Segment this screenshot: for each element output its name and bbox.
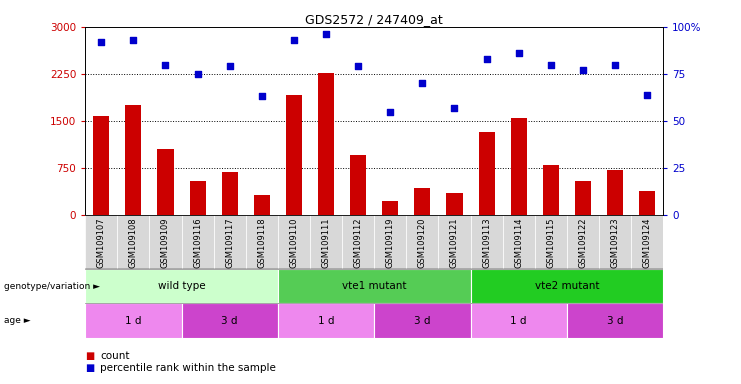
Bar	[182, 303, 278, 338]
Point	[481, 56, 493, 62]
Bar	[222, 172, 238, 215]
Bar	[446, 193, 462, 215]
Point	[385, 108, 396, 114]
Point	[641, 91, 653, 98]
Bar	[575, 180, 591, 215]
Point	[159, 61, 171, 68]
Bar	[85, 215, 117, 269]
Bar	[182, 215, 213, 269]
Bar	[213, 215, 246, 269]
Text: GSM109117: GSM109117	[225, 218, 234, 268]
Bar	[342, 215, 374, 269]
Bar	[406, 215, 439, 269]
Bar	[535, 215, 567, 269]
Text: 1 d: 1 d	[511, 316, 527, 326]
Bar	[350, 156, 366, 215]
Point	[192, 71, 204, 77]
Text: 3 d: 3 d	[414, 316, 431, 326]
Text: GSM109108: GSM109108	[129, 218, 138, 268]
Text: GSM109118: GSM109118	[257, 218, 266, 268]
Text: percentile rank within the sample: percentile rank within the sample	[100, 363, 276, 373]
Bar	[511, 118, 527, 215]
Text: GSM109124: GSM109124	[642, 218, 651, 268]
Text: ■: ■	[85, 363, 94, 373]
Point	[127, 37, 139, 43]
Text: GSM109121: GSM109121	[450, 218, 459, 268]
Point	[545, 61, 556, 68]
Text: GSM109109: GSM109109	[161, 218, 170, 268]
Text: ■: ■	[85, 351, 94, 361]
Bar	[150, 215, 182, 269]
Bar	[286, 94, 302, 215]
Text: 1 d: 1 d	[125, 316, 142, 326]
Bar	[278, 269, 471, 303]
Point	[320, 31, 332, 38]
Bar	[631, 215, 663, 269]
Bar	[318, 73, 334, 215]
Text: 3 d: 3 d	[222, 316, 238, 326]
Bar	[542, 166, 559, 215]
Point	[96, 39, 107, 45]
Bar	[278, 215, 310, 269]
Text: 3 d: 3 d	[607, 316, 623, 326]
Text: GSM109111: GSM109111	[322, 218, 330, 268]
Point	[609, 61, 621, 68]
Text: wild type: wild type	[158, 281, 205, 291]
Text: GSM109114: GSM109114	[514, 218, 523, 268]
Bar	[125, 105, 142, 215]
Bar	[414, 188, 431, 215]
Bar	[567, 215, 599, 269]
Bar	[190, 180, 205, 215]
Bar	[471, 269, 663, 303]
Bar	[599, 215, 631, 269]
Bar	[479, 132, 495, 215]
Point	[288, 37, 300, 43]
Bar	[157, 149, 173, 215]
Bar	[93, 116, 110, 215]
Bar	[502, 215, 535, 269]
Point	[224, 63, 236, 70]
Point	[577, 67, 589, 73]
Text: 1 d: 1 d	[318, 316, 334, 326]
Bar	[117, 215, 150, 269]
Bar	[567, 303, 663, 338]
Bar	[253, 195, 270, 215]
Text: GSM109110: GSM109110	[290, 218, 299, 268]
Text: GSM109122: GSM109122	[579, 218, 588, 268]
Text: age ►: age ►	[4, 316, 30, 325]
Point	[448, 105, 460, 111]
Text: GSM109115: GSM109115	[546, 218, 555, 268]
Point	[513, 50, 525, 56]
Bar	[246, 215, 278, 269]
Bar	[471, 215, 502, 269]
Bar	[374, 215, 406, 269]
Text: GSM109113: GSM109113	[482, 218, 491, 268]
Text: vte1 mutant: vte1 mutant	[342, 281, 407, 291]
Text: count: count	[100, 351, 130, 361]
Bar	[382, 200, 399, 215]
Text: genotype/variation ►: genotype/variation ►	[4, 281, 100, 291]
Text: GSM109107: GSM109107	[97, 218, 106, 268]
Text: GSM109112: GSM109112	[353, 218, 362, 268]
Bar	[85, 269, 278, 303]
Bar	[639, 190, 655, 215]
Text: GSM109116: GSM109116	[193, 218, 202, 268]
Bar	[439, 215, 471, 269]
Bar	[85, 303, 182, 338]
Text: GSM109123: GSM109123	[611, 218, 619, 268]
Point	[256, 93, 268, 99]
Title: GDS2572 / 247409_at: GDS2572 / 247409_at	[305, 13, 443, 26]
Bar	[310, 215, 342, 269]
Point	[352, 63, 364, 70]
Text: GSM109119: GSM109119	[386, 218, 395, 268]
Bar	[471, 303, 567, 338]
Bar	[374, 303, 471, 338]
Text: vte2 mutant: vte2 mutant	[534, 281, 599, 291]
Bar	[278, 303, 374, 338]
Text: GSM109120: GSM109120	[418, 218, 427, 268]
Point	[416, 80, 428, 86]
Bar	[607, 170, 623, 215]
